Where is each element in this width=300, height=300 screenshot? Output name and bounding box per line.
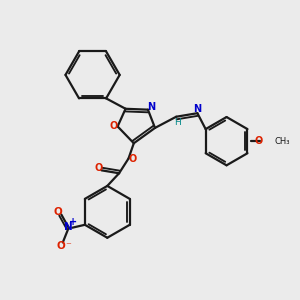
Text: N: N — [193, 104, 202, 114]
Text: O: O — [94, 163, 103, 173]
Text: H: H — [174, 118, 181, 127]
Text: CH₃: CH₃ — [274, 137, 290, 146]
Text: N: N — [64, 222, 73, 232]
Text: O: O — [54, 206, 63, 217]
Text: O: O — [110, 121, 118, 131]
Text: +: + — [69, 218, 77, 227]
Text: O: O — [255, 136, 263, 146]
Text: N: N — [147, 102, 155, 112]
Text: O: O — [57, 241, 66, 251]
Text: ⁻: ⁻ — [65, 241, 71, 251]
Text: O: O — [128, 154, 137, 164]
